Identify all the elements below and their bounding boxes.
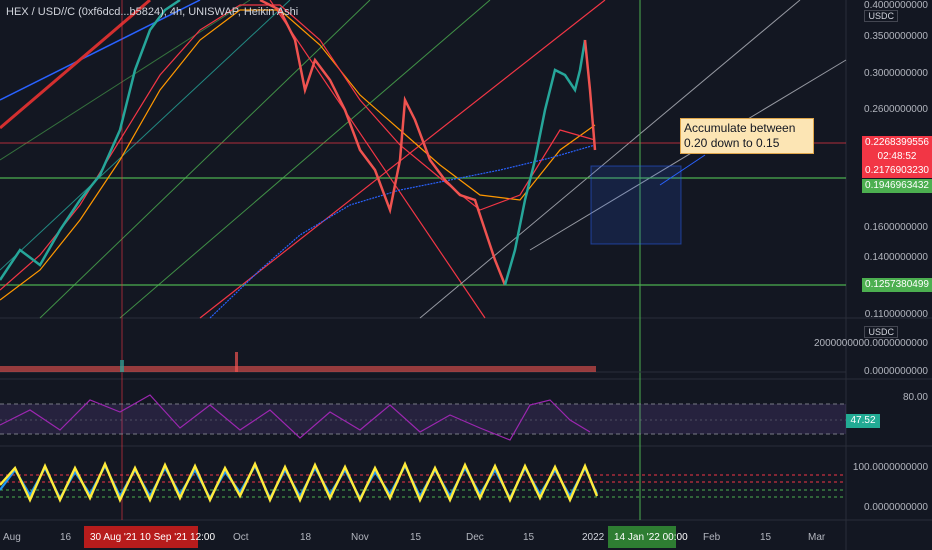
annotation-note[interactable]: Accumulate between 0.20 down to 0.15 xyxy=(680,118,814,154)
oscillator-pane[interactable] xyxy=(0,460,846,504)
rsi-pane[interactable] xyxy=(0,394,846,441)
date-tick: Mar xyxy=(808,532,826,543)
osc-tick: 0.0000000000 xyxy=(864,502,928,513)
volume-tick: 2000000000.0000000000 xyxy=(813,338,928,349)
last-price-badge: 0.2268399556 xyxy=(862,136,932,150)
main-price-pane[interactable] xyxy=(0,0,847,520)
price-tick: 0.4000000000 xyxy=(864,0,928,11)
rsi-value-badge: 47.52 xyxy=(846,414,880,428)
date-tick: Oct xyxy=(233,532,249,543)
crosshair-date-badge-green: 14 Jan '22 00:00 xyxy=(614,532,688,543)
price-tick: 0.1400000000 xyxy=(864,252,928,263)
chart-title: HEX / USD//C (0xf6dcd...b5824), 4h, UNIS… xyxy=(6,6,299,18)
price-tick: 0.1100000000 xyxy=(864,309,928,320)
volume-tick: 0.0000000000 xyxy=(864,366,928,377)
currency-label[interactable]: USDC xyxy=(864,326,898,338)
green-level-badge: 0.1946963432 xyxy=(862,179,932,193)
countdown-badge: 02:48:52 xyxy=(862,150,932,164)
volume-pane[interactable] xyxy=(0,352,846,373)
red-level-badge: 0.2176903230 xyxy=(862,164,932,178)
price-tick: 0.1600000000 xyxy=(864,222,928,233)
date-tick: Aug xyxy=(3,532,21,543)
green-level-badge: 0.1257380499 xyxy=(862,278,932,292)
crosshair-date-badge-red: 30 Aug '21 10 Sep '21 12:00 xyxy=(90,532,216,543)
currency-label[interactable]: USDC xyxy=(864,10,898,22)
rsi-tick: 80.00 xyxy=(902,392,928,403)
date-tick: 16 xyxy=(60,532,72,543)
date-tick: 2022 xyxy=(582,532,605,543)
price-tick: 0.2600000000 xyxy=(864,104,928,115)
date-tick: 18 xyxy=(300,532,312,543)
date-tick: Nov xyxy=(351,532,369,543)
price-tick: 0.3500000000 xyxy=(864,31,928,42)
date-tick: 15 xyxy=(523,532,535,543)
price-tick: 0.3000000000 xyxy=(864,68,928,79)
date-tick: Feb xyxy=(703,532,721,543)
date-tick: 15 xyxy=(410,532,422,543)
date-tick: Dec xyxy=(466,532,484,543)
date-tick: 15 xyxy=(760,532,772,543)
osc-tick: 100.0000000000 xyxy=(852,462,928,473)
